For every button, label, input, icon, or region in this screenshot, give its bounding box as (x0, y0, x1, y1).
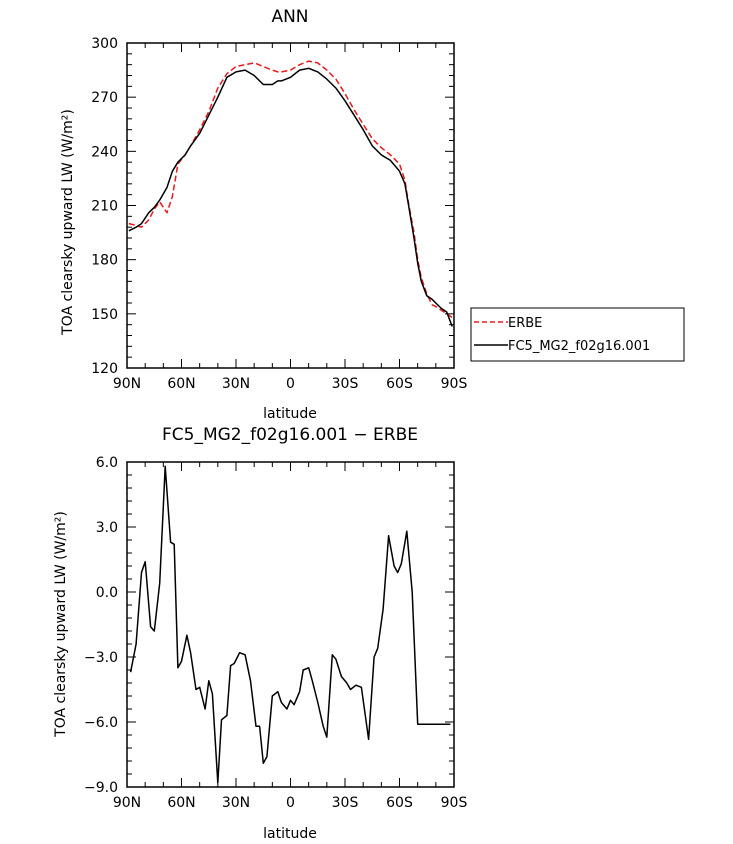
x-tick-label: 30N (222, 795, 250, 811)
y-tick-label: 0.0 (96, 585, 118, 601)
y-tick-label: 3.0 (96, 520, 118, 536)
plot-series (129, 465, 451, 784)
chart-annual-panel: ANN TOA clearsky upward LW (W/m²) latitu… (60, 7, 467, 422)
plot-frame (126, 461, 455, 788)
x-tick-label: 90S (441, 376, 468, 392)
y-tick-label: 120 (91, 361, 118, 377)
legend-label-model: FC5_MG2_f02g16.001 (508, 339, 650, 354)
axis-ticks: 90N 60N 30N 0 30S 60S 90S 120 150 180 210 240 270 300 (91, 36, 467, 392)
y-tick-label: −6.0 (84, 715, 118, 731)
axis-ticks: 90N 60N 30N 0 30S 60S 90S −9.0 −6.0 −3.0 0.0 3.0 6.0 (84, 455, 467, 811)
x-tick-label: 60S (386, 795, 413, 811)
y-tick-label: 210 (91, 199, 118, 215)
chart-title: FC5_MG2_f02g16.001 − ERBE (162, 425, 418, 445)
series-line-fc5-mg2-f02g16-001 (128, 67, 453, 327)
y-tick-label: 180 (91, 253, 118, 269)
x-tick-label: 60S (386, 376, 413, 392)
x-tick-label: 0 (286, 795, 295, 811)
y-tick-label: 150 (91, 307, 118, 323)
x-tick-label: 90S (441, 795, 468, 811)
x-tick-label: 90N (113, 795, 141, 811)
legend: ERBE FC5_MG2_f02g16.001 (470, 307, 685, 362)
y-tick-label: −9.0 (84, 780, 118, 796)
y-tick-label: 6.0 (96, 455, 118, 471)
chart-title: ANN (271, 7, 308, 27)
legend-box (470, 307, 685, 362)
chart-difference-panel: FC5_MG2_f02g16.001 − ERBE TOA clearsky u… (53, 425, 467, 842)
y-axis-label: TOA clearsky upward LW (W/m²) (60, 109, 76, 336)
plot-series (128, 60, 453, 327)
x-axis-label: latitude (263, 406, 317, 422)
y-tick-label: 270 (91, 90, 118, 106)
y-axis-label: TOA clearsky upward LW (W/m²) (53, 511, 69, 738)
x-tick-label: 0 (286, 376, 295, 392)
y-tick-label: 240 (91, 144, 118, 160)
difference-line (129, 465, 451, 784)
x-tick-label: 30S (332, 376, 359, 392)
legend-label-erbe: ERBE (508, 316, 542, 331)
y-tick-label: −3.0 (84, 650, 118, 666)
series-line-erbe (128, 60, 453, 319)
x-axis-label: latitude (263, 826, 317, 842)
x-tick-label: 60N (167, 376, 195, 392)
x-tick-label: 30N (222, 376, 250, 392)
x-tick-label: 30S (332, 795, 359, 811)
plot-frame (126, 42, 455, 369)
x-tick-label: 60N (167, 795, 195, 811)
x-tick-label: 90N (113, 376, 141, 392)
y-tick-label: 300 (91, 36, 118, 52)
